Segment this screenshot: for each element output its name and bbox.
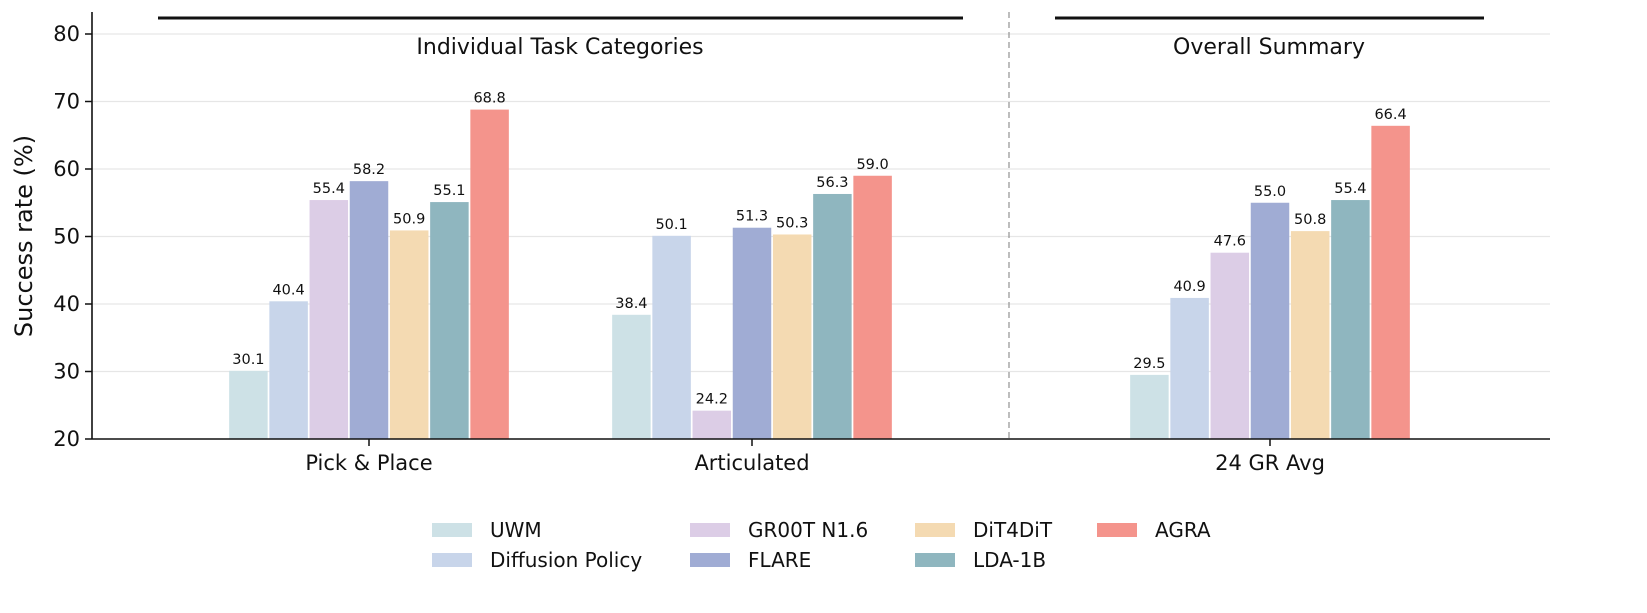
bar <box>772 234 812 439</box>
bar-value-label: 59.0 <box>856 157 888 173</box>
bar-value-label: 66.4 <box>1374 107 1406 123</box>
bar-value-label: 56.3 <box>816 175 848 191</box>
bar <box>732 227 772 439</box>
legend-label: Diffusion Policy <box>490 548 642 572</box>
legend-label: GR00T N1.6 <box>748 518 868 542</box>
bar-value-label: 29.5 <box>1133 356 1165 372</box>
legend-swatch <box>690 553 730 567</box>
legend-label: FLARE <box>748 548 811 572</box>
bar <box>692 410 732 439</box>
bar <box>269 301 308 439</box>
bar-value-label: 55.4 <box>1334 181 1366 197</box>
bar <box>349 181 389 439</box>
legend-swatch <box>1097 523 1137 537</box>
bar-value-label: 50.3 <box>776 215 808 231</box>
legend-label: AGRA <box>1155 518 1211 542</box>
bar-value-label: 58.2 <box>353 162 385 178</box>
y-tick-label: 50 <box>53 225 80 249</box>
bar <box>813 193 852 439</box>
bar <box>1130 374 1169 439</box>
bars <box>229 109 1410 440</box>
bar-value-label: 55.4 <box>313 181 345 197</box>
legend-swatch <box>915 553 955 567</box>
bar <box>229 370 268 439</box>
y-tick-label: 30 <box>53 360 80 384</box>
bar-value-label: 55.1 <box>433 183 465 199</box>
bar <box>470 109 509 439</box>
bar-value-label: 40.9 <box>1173 279 1205 295</box>
value-labels: 30.1 38.4 29.5 40.4 50.1 40.9 55.4 24.2 47.6 58.2… <box>232 91 1406 408</box>
y-ticks: 20 30 40 50 60 70 80 <box>53 22 92 451</box>
y-tick-label: 70 <box>53 90 80 114</box>
bar <box>1290 231 1330 439</box>
legend-label: LDA-1B <box>973 548 1046 572</box>
bar-value-label: 38.4 <box>615 296 647 312</box>
bar-value-label: 55.0 <box>1254 184 1286 200</box>
bar-value-label: 51.3 <box>736 209 768 225</box>
section-header-label: Overall Summary <box>1173 35 1365 60</box>
legend-swatch <box>432 523 472 537</box>
legend-swatch <box>915 523 955 537</box>
bar <box>389 230 429 439</box>
legend-swatch <box>690 523 730 537</box>
bar <box>1250 202 1290 439</box>
legend-swatch <box>432 553 472 567</box>
y-tick-label: 40 <box>53 292 80 316</box>
legend-label: DiT4DiT <box>973 518 1053 542</box>
y-axis-label: Success rate (%) <box>10 135 38 337</box>
legend-label: UWM <box>490 518 542 542</box>
bar <box>853 175 892 439</box>
bar-value-label: 24.2 <box>696 392 728 408</box>
bar <box>1210 252 1250 439</box>
bar <box>1170 297 1209 439</box>
bar-value-label: 50.8 <box>1294 212 1326 228</box>
bar-value-label: 47.6 <box>1214 234 1246 250</box>
bar-value-label: 50.1 <box>655 217 687 233</box>
bar <box>1371 125 1410 440</box>
y-tick-label: 60 <box>53 157 80 181</box>
bar-value-label: 50.9 <box>393 211 425 227</box>
section-headers: Individual Task Categories Overall Summar… <box>158 16 1484 60</box>
legend: UWM Diffusion Policy GR00T N1.6 FLARE DiT4Di… <box>432 518 1211 572</box>
section-header-label: Individual Task Categories <box>416 35 703 60</box>
x-tick-label: Pick & Place <box>305 451 432 475</box>
x-tick-label: 24 GR Avg <box>1215 451 1325 475</box>
x-tick-label: Articulated <box>694 451 809 475</box>
bar <box>309 200 349 439</box>
bar-value-label: 40.4 <box>272 282 304 298</box>
bar <box>652 235 691 439</box>
y-tick-label: 20 <box>53 427 80 451</box>
bar <box>612 314 651 439</box>
bar-value-label: 68.8 <box>473 91 505 107</box>
bar-value-label: 30.1 <box>232 352 264 368</box>
bar <box>430 202 469 439</box>
y-tick-label: 80 <box>53 22 80 46</box>
bar <box>1331 200 1370 439</box>
axes <box>91 12 1550 440</box>
x-ticks: Pick & Place Articulated 24 GR Avg <box>305 439 1325 475</box>
